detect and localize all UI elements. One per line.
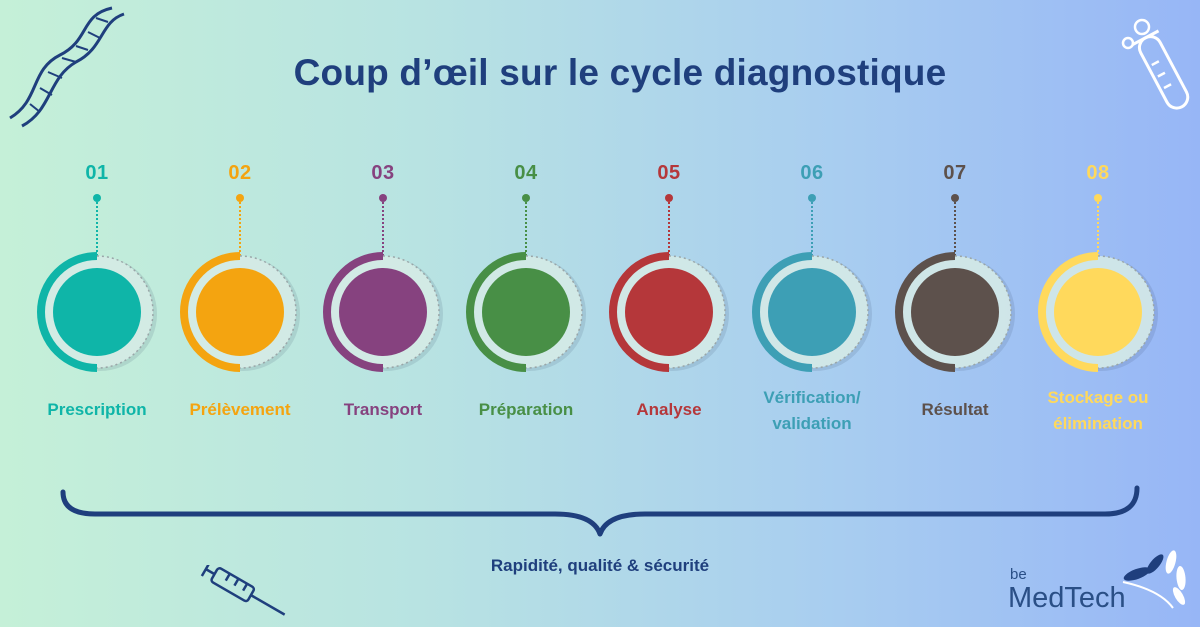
step-label-line: élimination: [1053, 414, 1143, 433]
step-03: 03 Transport: [308, 160, 458, 450]
connector-dot: [522, 194, 530, 202]
step-label-line: Vérification/: [763, 388, 861, 407]
step-number: 04: [514, 162, 538, 184]
connector-dot: [951, 194, 959, 202]
connector-line: [954, 202, 956, 256]
curly-brace: [60, 485, 1140, 537]
test-tube-icon: [1121, 18, 1190, 110]
step-label: Vérification/validation: [727, 385, 897, 437]
step-label-line: Transport: [343, 400, 423, 419]
step-circle: [36, 251, 158, 373]
step-circle: [751, 251, 873, 373]
step-label: Stockage ou élimination: [1013, 385, 1183, 437]
connector-dot: [665, 194, 673, 202]
step-number: 01: [85, 162, 109, 184]
connector-line: [382, 202, 384, 256]
syringe-icon: [200, 565, 286, 616]
connector-line: [1097, 202, 1099, 256]
step-number: 07: [943, 162, 967, 184]
tagline: Rapidité, qualité & sécurité: [490, 556, 710, 575]
step-label: Résultat: [870, 397, 1040, 423]
step-label-line: validation: [772, 414, 852, 433]
step-label: Analyse: [584, 397, 754, 423]
step-label-line: Prescription: [47, 400, 147, 419]
step-number: 08: [1086, 162, 1110, 184]
step-label: Transport: [298, 397, 468, 423]
page-title: Coup d’œil sur le cycle diagnostique: [293, 52, 947, 93]
step-07: 07 Résultat: [880, 160, 1030, 450]
step-number: 06: [800, 162, 824, 184]
connector-dot: [236, 194, 244, 202]
step-02: 02 Prélèvement: [165, 160, 315, 450]
dna-icon: [9, 6, 125, 128]
logo-name: MedTech: [1008, 582, 1126, 614]
step-number: 02: [228, 162, 252, 184]
connector-line: [525, 202, 527, 256]
connector-line: [668, 202, 670, 256]
step-label: Prélèvement: [155, 397, 325, 423]
step-label-line: Prélèvement: [189, 400, 291, 419]
connector-dot: [379, 194, 387, 202]
step-label: Préparation: [441, 397, 611, 423]
step-number: 05: [657, 162, 681, 184]
connector-line: [811, 202, 813, 256]
step-number: 03: [371, 162, 395, 184]
connector-line: [96, 202, 98, 256]
step-01: 01 Prescription: [22, 160, 172, 450]
step-label-line: Résultat: [921, 400, 989, 419]
step-circle: [1037, 251, 1159, 373]
step-05: 05 Analyse: [594, 160, 744, 450]
step-label: Prescription: [12, 397, 182, 423]
connector-dot: [1094, 194, 1102, 202]
connector-line: [239, 202, 241, 256]
leaf-logo-icon: [1122, 550, 1186, 609]
connector-dot: [93, 194, 101, 202]
step-label-line: Stockage ou: [1047, 388, 1149, 407]
step-06: 06 Vérification/validation: [737, 160, 887, 450]
step-circle: [179, 251, 301, 373]
logo-prefix: be: [1010, 566, 1027, 583]
step-label-line: Préparation: [478, 400, 574, 419]
step-circle: [894, 251, 1016, 373]
connector-dot: [808, 194, 816, 202]
step-label-line: Analyse: [636, 400, 702, 419]
step-08: 08 Stockage ou élimination: [1023, 160, 1173, 450]
step-04: 04 Préparation: [451, 160, 601, 450]
step-circle: [608, 251, 730, 373]
step-circle: [465, 251, 587, 373]
step-circle: [322, 251, 444, 373]
